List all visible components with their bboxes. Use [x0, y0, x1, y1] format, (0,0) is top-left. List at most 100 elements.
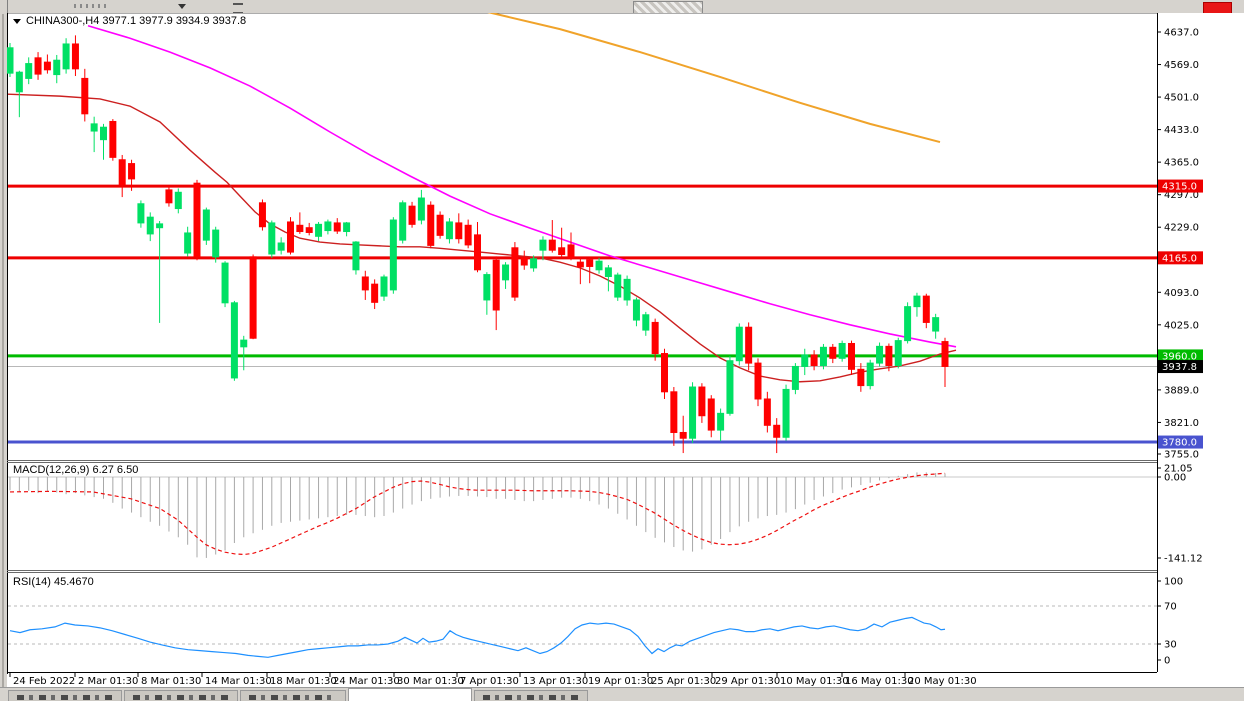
candle-body [941, 341, 949, 367]
candle-body [193, 182, 201, 258]
price-axis-label: 4297.0 [1164, 190, 1199, 201]
chart-tab[interactable] [240, 690, 346, 701]
price-chart[interactable]: 4637.0 4569.0 4501.0 4433.0 4365.0 4297.0 4229… [7, 13, 1244, 687]
candle-body [165, 189, 173, 204]
candle-body [427, 204, 435, 246]
candle-body [15, 71, 23, 93]
candle-body [567, 244, 575, 259]
price-marker-box [1158, 251, 1203, 265]
candle-body [268, 222, 276, 255]
candle-body [455, 222, 463, 240]
candle-body [483, 274, 491, 301]
time-axis-label: 24 Mar 01:30 [333, 676, 400, 687]
candle-body [726, 360, 734, 414]
candle-body [670, 391, 678, 433]
time-axis-label: 19 Apr 01:30 [588, 676, 653, 687]
chart-tab[interactable] [124, 690, 238, 701]
candle-body [202, 209, 210, 241]
symbol-ohlc-readout: CHINA300-,H4 3977.1 3977.9 3934.9 3937.8 [26, 15, 247, 27]
rsi-axis-label: 30 [1164, 640, 1177, 651]
price-marker-label: 3780.0 [1162, 438, 1197, 449]
price-axis-label: 3755.0 [1164, 450, 1199, 461]
candle-body [595, 260, 603, 271]
candle-body [230, 302, 238, 379]
candle-body [745, 326, 753, 364]
candle-body [221, 262, 229, 304]
price-marker-box [1158, 360, 1203, 374]
candle-body [25, 63, 33, 79]
symbol-title: CHINA300-,H4 3977.1 3977.9 3934.9 3937.8 [13, 15, 246, 27]
candle-body [81, 77, 89, 115]
price-axis-label: 4637.0 [1164, 28, 1199, 39]
time-axis-label: 25 Apr 01:30 [651, 676, 716, 687]
candle-body [904, 306, 912, 342]
price-marker-label: 3960.0 [1162, 351, 1197, 362]
toolbar-dropdown-icon[interactable] [178, 4, 186, 9]
price-marker-label: 3937.8 [1162, 362, 1197, 373]
candle-body [333, 222, 341, 232]
macd-axis-label: 0.00 [1164, 473, 1186, 484]
time-axis-label: 20 May 01:30 [908, 676, 977, 687]
top-toolbar-strip [0, 0, 1244, 16]
candle-body [34, 57, 42, 75]
candle-body [436, 214, 444, 236]
candle-body [754, 362, 762, 400]
rsi-line [9, 616, 946, 658]
candle-body [249, 256, 257, 339]
candle-body [324, 221, 332, 232]
candle-body [838, 342, 846, 359]
candle-body [520, 257, 528, 266]
candle-body [857, 368, 865, 387]
rsi-axis-label: 100 [1164, 577, 1183, 588]
candle-body [698, 386, 706, 417]
candle-body [614, 274, 622, 298]
candle-body [174, 191, 182, 210]
candle-body [277, 242, 285, 251]
candle-body [866, 362, 874, 387]
chart-tab[interactable] [8, 690, 122, 701]
candle-body [735, 326, 743, 362]
time-axis-label: 14 Mar 01:30 [205, 676, 272, 687]
candle-body [548, 239, 556, 251]
candle-body [539, 239, 547, 251]
toolbar-grip-icon[interactable] [74, 4, 110, 8]
candle-body [876, 345, 884, 364]
price-axis-label: 4365.0 [1164, 158, 1199, 169]
candle-body [156, 223, 164, 229]
candle-body [371, 283, 379, 303]
candle-body [352, 241, 360, 271]
candle-body [661, 353, 668, 393]
candle-body [408, 205, 416, 225]
candle-body [894, 340, 902, 366]
candle-body [71, 43, 79, 70]
candle-body [763, 398, 771, 426]
candle-body [717, 412, 725, 431]
candle-body [109, 120, 117, 158]
rsi-indicator-label: RSI(14) 45.4670 [13, 576, 94, 588]
chart-tab[interactable] [474, 690, 588, 701]
candle-body [474, 234, 481, 271]
candle-body [819, 346, 827, 366]
candle-body [380, 276, 388, 297]
candle-body [502, 264, 510, 281]
candle-body [604, 267, 612, 277]
chart-tab-active[interactable] [348, 688, 472, 701]
candle-body [679, 431, 687, 439]
rsi-axis-label: 0 [1164, 656, 1170, 667]
candle-body [399, 202, 407, 241]
candle-body [296, 224, 304, 233]
candle-body [651, 321, 659, 355]
price-axis-label: 4569.0 [1164, 60, 1199, 71]
candle-body [885, 345, 893, 366]
time-axis-label: 2 Mar 01:30 [78, 676, 138, 687]
candle-body [146, 216, 154, 235]
candle-body [576, 261, 584, 268]
chart-surface [7, 13, 1244, 687]
candle-body [530, 258, 538, 269]
time-axis-label: 7 Apr 01:30 [460, 676, 519, 687]
collapse-arrow-icon[interactable] [13, 18, 21, 24]
candle-body [445, 221, 453, 240]
candle-body [511, 247, 519, 298]
candle-body [558, 247, 566, 255]
candle-body [258, 202, 266, 228]
